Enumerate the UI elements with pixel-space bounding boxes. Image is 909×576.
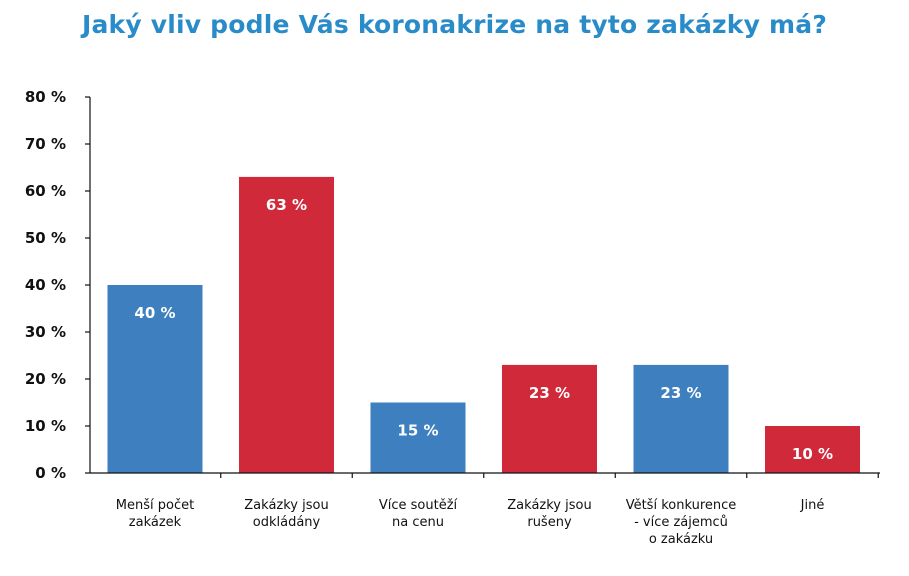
y-tick-label: 70 % [25,135,66,153]
y-tick-label: 50 % [25,229,66,247]
y-tick-label: 60 % [25,182,66,200]
y-tick-label: 10 % [25,417,66,435]
category-label-line: - více zájemců [634,515,728,530]
category-label: Menší počet zakázek [116,498,194,530]
bar [633,364,729,473]
category-label-line: Více soutěží [379,498,458,513]
y-axis-ticks: 0 % 10 % 20 % 30 % 40 % 50 % 60 % 70 % 80 % [25,88,879,482]
bar-data-label: 10 % [792,445,833,463]
bar-data-label: 15 % [397,422,438,440]
category-label: Větší konkurence - více zájemců o zakázku [626,498,737,547]
category-label-line: zakázek [129,515,182,530]
y-tick-label: 40 % [25,276,66,294]
y-tick-label: 0 % [35,464,66,482]
category-label-line: o zakázku [649,532,713,547]
bar [107,285,203,473]
category-label: Jiné [800,498,825,513]
bar [765,426,860,473]
category-label-line: odkládány [253,515,321,530]
y-tick-label: 80 % [25,88,66,106]
bar [239,176,334,473]
category-label-line: Zakázky jsou [507,498,591,513]
bar [370,402,466,473]
category-label: Zakázky jsou odkládány [244,498,328,530]
category-label-line: Menší počet [116,498,194,513]
bar-data-label: 40 % [134,304,175,322]
bar-data-label: 63 % [266,196,307,214]
category-label-line: Jiné [800,498,825,513]
category-labels: Menší počet zakázek Zakázky jsou odkládány V… [116,498,825,547]
category-label: Zakázky jsou rušeny [507,498,591,530]
category-label-line: Větší konkurence [626,498,737,513]
bar-data-label: 23 % [529,384,570,402]
chart-title: Jaký vliv podle Vás koronakrize na tyto … [81,10,828,39]
bar-data-label: 23 % [660,384,701,402]
bar [502,364,597,473]
category-label-line: na cenu [392,515,444,530]
y-tick-label: 20 % [25,370,66,388]
bars [107,176,860,473]
category-label-line: Zakázky jsou [244,498,328,513]
category-label: Více soutěží na cenu [379,498,458,530]
y-tick-label: 30 % [25,323,66,341]
category-label-line: rušeny [527,515,572,530]
bar-data-labels: 40 % 63 % 15 % 23 % 23 % 10 % [134,196,833,463]
